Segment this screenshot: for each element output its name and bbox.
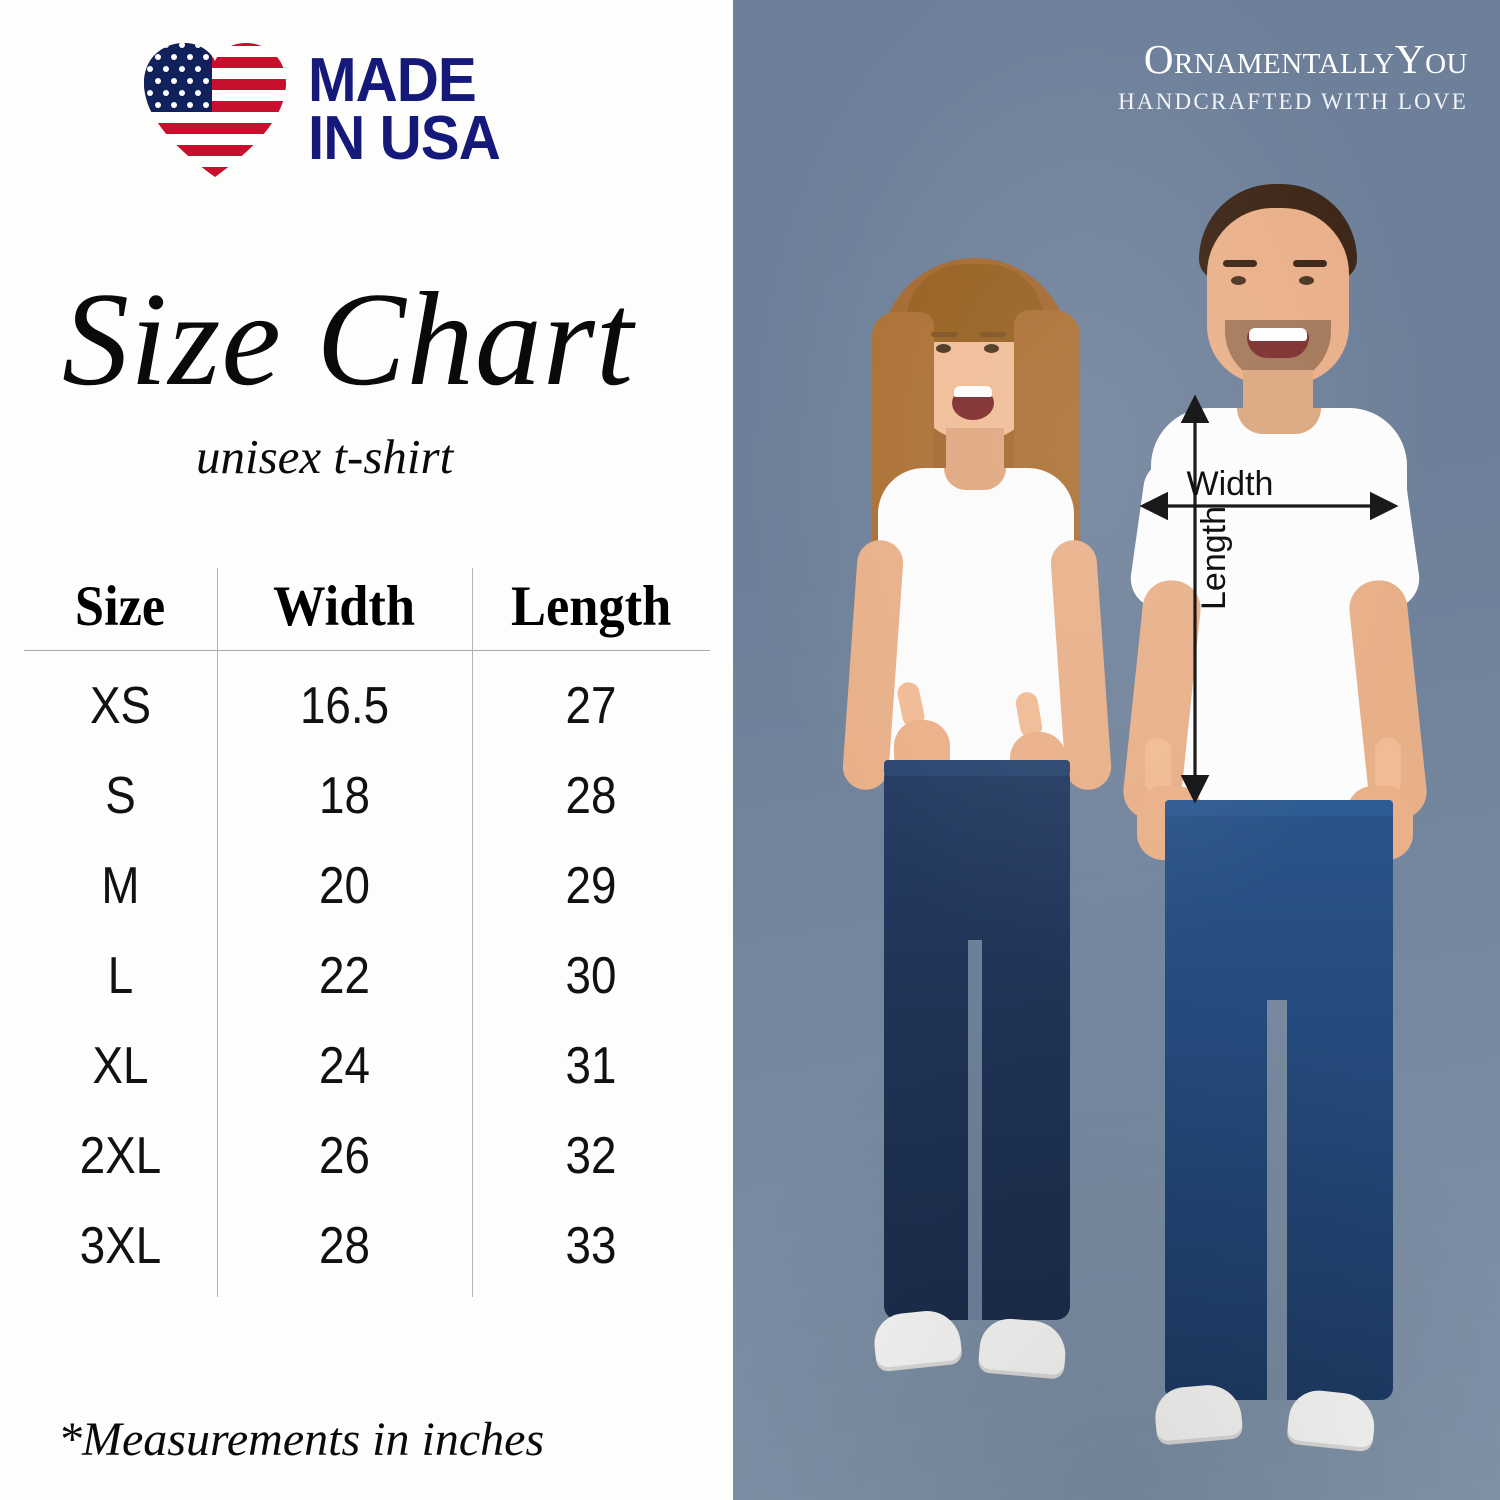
- cell-length: 31: [565, 1037, 617, 1095]
- woman-leg-gap: [968, 940, 982, 1320]
- cell-width: 28: [319, 1217, 370, 1275]
- column-header-width-label: Width: [273, 574, 416, 638]
- man-eye-left: [1231, 276, 1246, 285]
- info-panel: MADE IN USA Size Chart unisex t-shirt Si…: [0, 0, 733, 1500]
- brand-lockup: OrnamentallyYou HANDCRAFTED WITH LOVE: [733, 36, 1500, 115]
- cell-width: 16.5: [299, 677, 390, 735]
- man-thumb-left: [1145, 738, 1171, 794]
- header-rule: [24, 650, 710, 651]
- table-row: 3XL 28 33: [24, 1201, 710, 1291]
- man-teeth: [1249, 328, 1307, 341]
- column-header-size: Size: [24, 565, 217, 647]
- cell-width: 18: [319, 767, 370, 825]
- cell-width: 26: [319, 1127, 370, 1185]
- model-woman: [828, 240, 1128, 1470]
- model-photo-panel: OrnamentallyYou HANDCRAFTED WITH LOVE Wi…: [733, 0, 1500, 1500]
- man-eyebrow-left: [1223, 260, 1257, 267]
- measurements-footnote: *Measurements in inches: [58, 1413, 545, 1466]
- cell-size: L: [107, 947, 134, 1005]
- woman-eyebrow-right: [980, 332, 1006, 337]
- table-row: XS 16.5 27: [24, 661, 710, 751]
- man-thumb-right: [1375, 738, 1401, 794]
- column-header-width: Width: [217, 565, 472, 647]
- column-divider-1: [217, 568, 218, 1297]
- woman-eyebrow-left: [931, 332, 957, 337]
- man-waistband: [1165, 800, 1393, 816]
- column-header-length-label: Length: [510, 574, 672, 638]
- brand-tagline: HANDCRAFTED WITH LOVE: [1118, 89, 1468, 115]
- man-eyebrow-right: [1293, 260, 1327, 267]
- cell-length: 32: [565, 1127, 617, 1185]
- page-subtitle: unisex t-shirt: [196, 429, 454, 484]
- man-collar: [1237, 408, 1321, 434]
- cell-length: 27: [565, 677, 617, 735]
- table-row: 2XL 26 32: [24, 1111, 710, 1201]
- cell-width: 22: [319, 947, 370, 1005]
- cell-size: 3XL: [79, 1217, 162, 1275]
- brand-name: OrnamentallyYou: [1143, 36, 1468, 82]
- cell-size: XS: [89, 677, 152, 735]
- cell-length: 33: [565, 1217, 617, 1275]
- column-header-size-label: Size: [75, 574, 166, 638]
- page-title: Size Chart: [62, 265, 635, 413]
- cell-width: 24: [319, 1037, 370, 1095]
- made-in-usa-badge: MADE IN USA: [140, 22, 600, 197]
- made-in-usa-text: MADE IN USA: [308, 46, 512, 173]
- size-table: Size Width Length XS 16.5 27 S 18 28 M 2…: [24, 565, 710, 1297]
- table-row: M 20 29: [24, 841, 710, 931]
- cell-size: 2XL: [79, 1127, 162, 1185]
- woman-waistband: [884, 760, 1070, 776]
- woman-collar: [944, 468, 1006, 490]
- table-row: XL 24 31: [24, 1021, 710, 1111]
- woman-teeth: [954, 386, 992, 397]
- column-header-length: Length: [472, 565, 710, 647]
- usa-heart-flag-icon: [140, 35, 290, 185]
- cell-length: 29: [565, 857, 617, 915]
- photo-lighting-overlay: [733, 0, 1500, 1500]
- cell-width: 20: [319, 857, 370, 915]
- table-row: S 18 28: [24, 751, 710, 841]
- cell-size: M: [101, 857, 140, 915]
- column-divider-2: [472, 568, 473, 1297]
- man-eye-right: [1299, 276, 1314, 285]
- made-line-1: MADE: [308, 46, 477, 116]
- made-line-2: IN USA: [308, 103, 501, 173]
- cell-length: 28: [565, 767, 617, 825]
- table-row: L 22 30: [24, 931, 710, 1021]
- cell-size: XL: [92, 1037, 149, 1095]
- man-leg-gap: [1267, 1000, 1287, 1400]
- woman-eye-right: [984, 344, 999, 353]
- cell-length: 30: [565, 947, 617, 1005]
- woman-eye-left: [936, 344, 951, 353]
- cell-size: S: [105, 767, 136, 825]
